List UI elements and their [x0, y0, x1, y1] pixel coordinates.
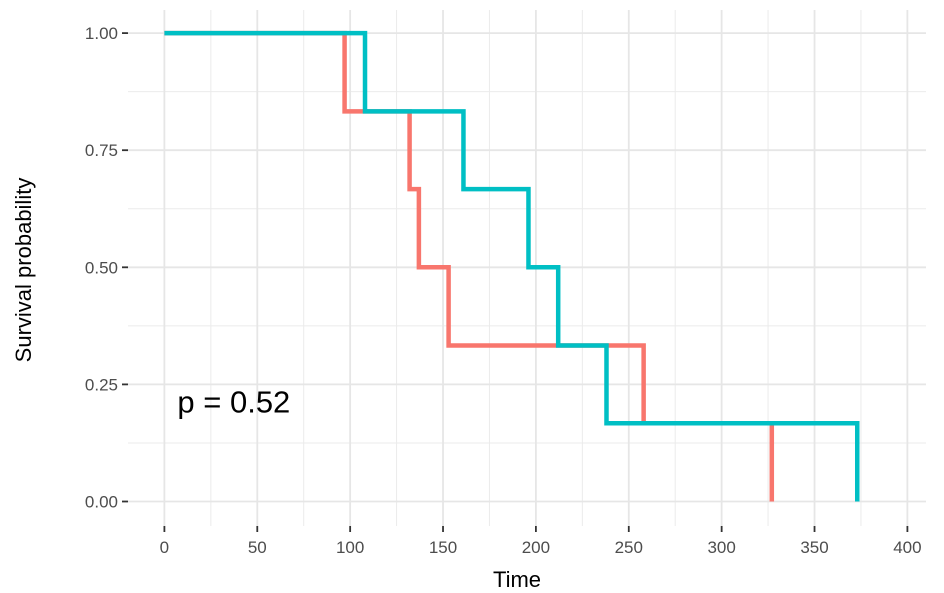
- y-axis-title: Survival probability: [11, 178, 36, 363]
- x-tick-label: 300: [707, 538, 735, 557]
- x-tick-label: 150: [429, 538, 457, 557]
- x-axis-title: Time: [493, 567, 541, 592]
- x-tick-label: 350: [800, 538, 828, 557]
- x-tick-label: 400: [893, 538, 921, 557]
- survival-curve-2: [164, 30, 860, 502]
- x-tick-label: 100: [336, 538, 364, 557]
- y-tick-label: 0.25: [85, 375, 118, 394]
- x-axis-ticks: 0 50 100 150 200 250 300 350 400: [160, 526, 922, 557]
- p-value-annotation: p = 0.52: [177, 385, 290, 420]
- y-tick-label: 0.00: [85, 493, 118, 512]
- y-tick-label: 0.50: [85, 258, 118, 277]
- y-tick-label: 0.75: [85, 141, 118, 160]
- survival-curves: [164, 30, 860, 502]
- annotations: p = 0.52: [177, 385, 290, 420]
- x-tick-label: 50: [248, 538, 267, 557]
- y-tick-label: 1.00: [85, 24, 118, 43]
- x-tick-label: 0: [160, 538, 169, 557]
- y-axis-ticks: 0.00 0.25 0.50 0.75 1.00: [85, 24, 128, 512]
- x-tick-label: 200: [522, 538, 550, 557]
- x-tick-label: 250: [615, 538, 643, 557]
